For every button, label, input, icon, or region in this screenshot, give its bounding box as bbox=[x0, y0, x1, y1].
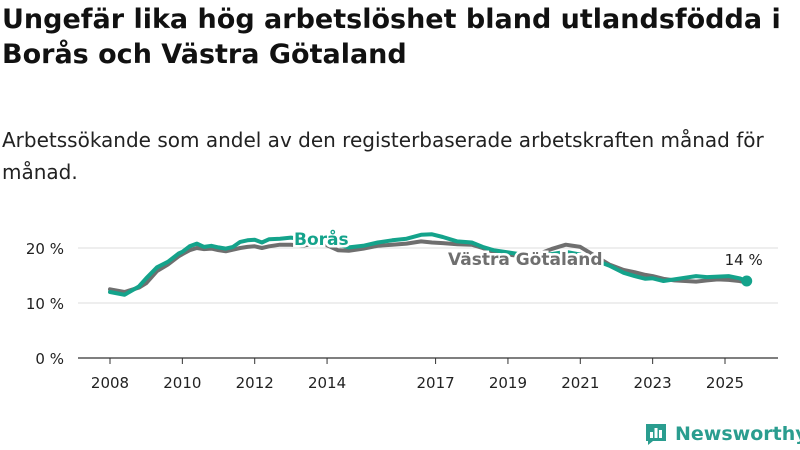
x-tick-label: 2014 bbox=[308, 374, 346, 392]
newsworthy-logo-icon bbox=[646, 424, 666, 445]
vastra-gotaland-series-label: Västra Götaland bbox=[448, 250, 603, 270]
chart-title: Ungefär lika hög arbetslöshet bland utla… bbox=[2, 4, 781, 70]
y-tick-label: 10 % bbox=[26, 295, 64, 313]
boras-series-line bbox=[108, 232, 749, 297]
x-tick-label: 2017 bbox=[416, 374, 454, 392]
x-tick-label: 2021 bbox=[561, 374, 599, 392]
boras-end-marker bbox=[741, 275, 753, 287]
series-layer bbox=[108, 232, 749, 297]
x-tick-label: 2025 bbox=[706, 374, 744, 392]
x-axis: 2008 2010 2012 2014 2017 2019 2021 2023 2025 bbox=[91, 358, 744, 392]
brand-name: Newsworthy bbox=[675, 423, 800, 445]
x-tick-label: 2010 bbox=[163, 374, 201, 392]
y-tick-label: 20 % bbox=[26, 240, 64, 258]
label-layer: Borås Västra Götaland 14 % bbox=[292, 226, 763, 287]
y-tick-label: 0 % bbox=[35, 350, 64, 368]
y-axis: 0 % 10 % 20 % bbox=[26, 240, 64, 368]
x-tick-label: 2023 bbox=[634, 374, 672, 392]
vastra-gotaland-series-line bbox=[108, 239, 749, 294]
grid-layer bbox=[78, 247, 778, 359]
boras-series-label: Borås bbox=[294, 228, 349, 250]
chart-subtitle: Arbetssökande som andel av den registerb… bbox=[2, 128, 764, 184]
end-value-label: 14 % bbox=[725, 251, 763, 269]
newsworthy-brand: Newsworthy bbox=[644, 420, 800, 448]
x-tick-label: 2019 bbox=[489, 374, 527, 392]
x-tick-label: 2012 bbox=[236, 374, 274, 392]
x-tick-label: 2008 bbox=[91, 374, 129, 392]
